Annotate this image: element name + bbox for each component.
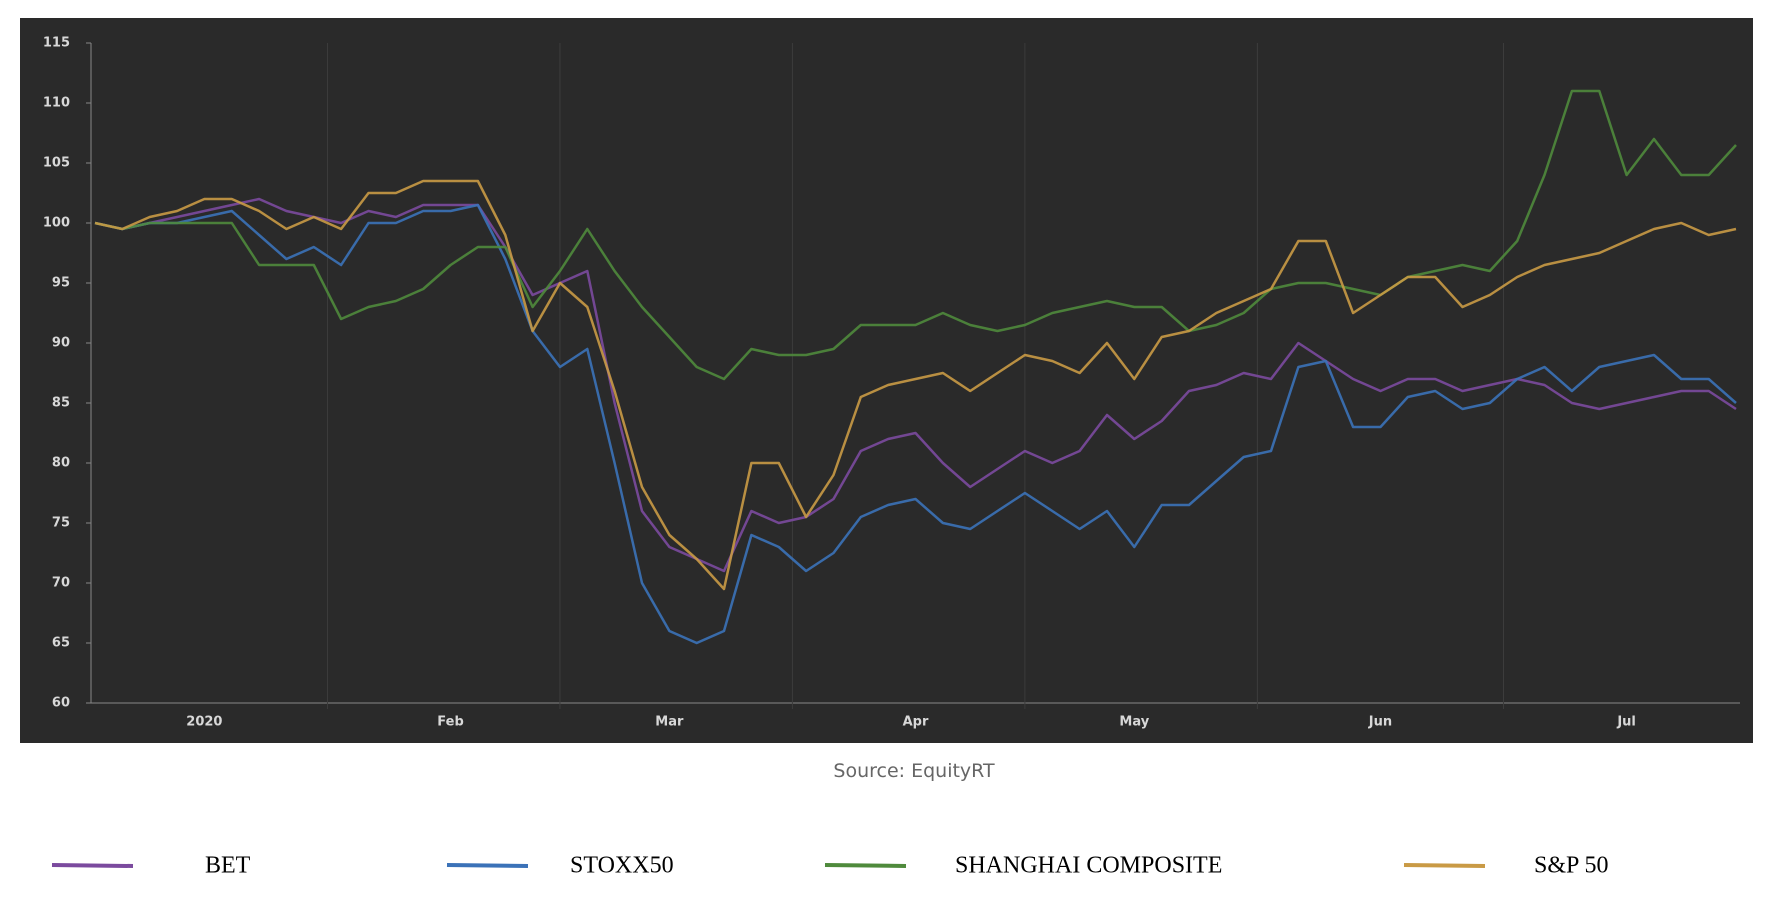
y-tick-label: 85 [52, 396, 70, 411]
legend-label: SHANGHAI COMPOSITE [955, 853, 1222, 879]
x-tick-label: Jun [1368, 715, 1392, 730]
y-tick-label: 75 [52, 516, 70, 531]
y-tick-label: 80 [52, 456, 70, 471]
x-tick-label: 2020 [186, 715, 222, 730]
legend-swatch [446, 863, 529, 868]
legend-label: BET [205, 853, 251, 879]
legend-label: STOXX50 [570, 853, 674, 879]
y-tick-label: 105 [43, 156, 70, 171]
plot-panel [20, 18, 1753, 743]
y-tick-label: 100 [43, 216, 70, 231]
legend-swatch [1403, 863, 1486, 868]
x-tick-label: May [1119, 715, 1149, 730]
legend-label: S&P 50 [1534, 853, 1608, 879]
x-tick-label: Apr [903, 715, 929, 730]
series-line [94, 179, 1737, 591]
y-tick-label: 95 [52, 276, 70, 291]
y-tick-label: 110 [43, 96, 70, 111]
series-line [94, 89, 1737, 381]
y-tick-label: 60 [52, 696, 70, 711]
y-tick-label: 115 [43, 36, 70, 51]
x-tick-label: Mar [655, 715, 684, 730]
source-note: Source: EquityRT [833, 760, 995, 782]
y-tick-label: 65 [52, 636, 70, 651]
y-tick-label: 90 [52, 336, 70, 351]
legend-swatch [51, 863, 134, 868]
x-tick-label: Feb [437, 715, 463, 730]
legend-swatch [824, 863, 907, 868]
series-line [94, 203, 1737, 645]
y-tick-label: 70 [52, 576, 70, 591]
x-tick-label: Jul [1616, 715, 1636, 730]
series-line [94, 197, 1737, 573]
